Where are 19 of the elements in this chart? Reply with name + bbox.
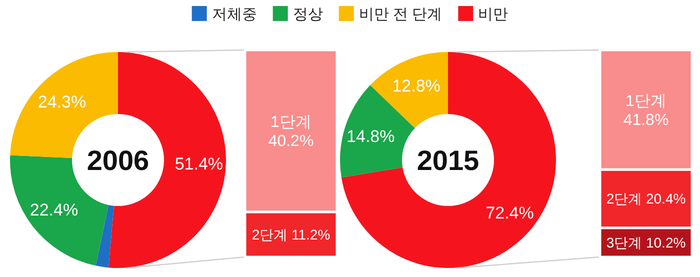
data-label: 40.2%: [268, 133, 314, 150]
data-label: 51.4%: [174, 154, 224, 174]
text: 2단계 20.4%: [606, 190, 686, 207]
data-label: 22.4%: [30, 200, 78, 220]
data-label: 24.3%: [38, 92, 86, 112]
text: 2단계 11.2%: [252, 226, 330, 242]
legend-label: 비만 전 단계: [358, 6, 442, 23]
text: 2006: [86, 145, 150, 176]
series-label: 1단계: [626, 92, 666, 110]
legend-label: 비만: [478, 6, 508, 23]
legend-label: 저체중: [212, 6, 257, 23]
data-label: 14.8%: [346, 126, 395, 146]
data-label: 12.8%: [392, 76, 440, 96]
data-label: 72.4%: [486, 203, 534, 222]
text: 3단계 10.2%: [606, 234, 686, 250]
legend-label: 정상: [292, 6, 323, 23]
series-label: 1단계: [270, 114, 312, 131]
data-label: 41.8%: [623, 112, 669, 129]
text: 2015: [416, 145, 480, 176]
